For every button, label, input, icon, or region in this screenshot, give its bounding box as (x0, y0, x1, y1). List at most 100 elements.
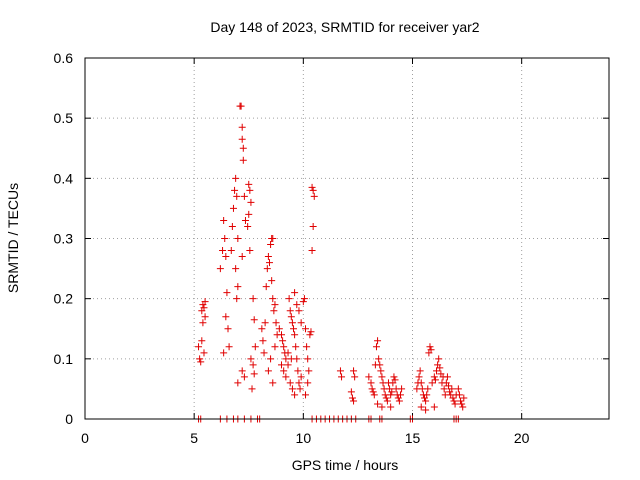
data-point (267, 241, 275, 249)
y-tick-label: 0 (65, 411, 73, 427)
data-point (295, 307, 303, 315)
data-point (372, 343, 380, 351)
data-point (234, 235, 242, 242)
data-point (271, 343, 279, 351)
data-point (219, 247, 227, 255)
data-point (251, 343, 259, 351)
data-point (288, 385, 296, 393)
data-point (338, 373, 346, 381)
data-point (244, 222, 252, 230)
data-point (455, 391, 463, 399)
data-point (417, 403, 425, 411)
data-point (428, 379, 436, 387)
data-point (302, 325, 310, 333)
data-point (221, 235, 229, 242)
data-point (238, 253, 246, 261)
data-point (271, 301, 279, 309)
data-point (231, 186, 239, 194)
data-point (222, 253, 230, 261)
data-point (388, 388, 396, 396)
data-point (270, 307, 278, 315)
data-point (427, 346, 435, 354)
x-tick-label: 5 (190, 430, 198, 446)
data-point (350, 397, 358, 405)
data-point (279, 337, 287, 345)
data-point (201, 313, 209, 321)
y-tick-label: 0.2 (54, 291, 74, 307)
data-point (382, 394, 390, 402)
data-point (424, 385, 432, 393)
data-point (278, 361, 285, 369)
data-point (305, 367, 313, 375)
data-point (240, 373, 248, 381)
data-point (234, 283, 242, 291)
data-point (224, 325, 232, 333)
data-point (286, 379, 294, 387)
data-point (200, 304, 208, 312)
data-point (387, 391, 395, 399)
data-point (200, 349, 208, 357)
data-point (241, 216, 249, 224)
y-tick-label: 0.1 (54, 351, 74, 367)
data-point (220, 216, 228, 224)
data-point (308, 183, 316, 191)
data-point (309, 222, 317, 230)
data-point (448, 385, 456, 393)
data-point (430, 403, 438, 411)
data-point (249, 295, 257, 303)
data-point (287, 355, 295, 363)
data-point (390, 373, 398, 381)
data-point (260, 349, 268, 357)
data-point (216, 265, 224, 273)
data-point (199, 319, 207, 327)
data-point (233, 192, 241, 200)
data-point (248, 385, 256, 393)
data-point (284, 361, 292, 369)
data-point (351, 373, 359, 381)
data-point (264, 367, 272, 375)
data-point (290, 325, 298, 333)
data-point (269, 295, 277, 303)
data-point (238, 135, 246, 143)
data-point (284, 349, 292, 357)
data-point (196, 355, 204, 363)
x-tick-label: 15 (405, 430, 421, 446)
data-point (377, 367, 385, 375)
data-point (280, 367, 288, 375)
data-point (297, 319, 305, 327)
data-point (417, 379, 425, 387)
data-point (368, 385, 376, 393)
data-point (261, 319, 269, 327)
data-point (398, 385, 406, 393)
data-point (220, 349, 228, 357)
data-point (308, 247, 316, 255)
data-point (451, 400, 459, 408)
data-point (228, 222, 236, 230)
data-point (294, 367, 302, 375)
data-point (336, 367, 344, 375)
data-point (376, 361, 384, 369)
data-point (237, 102, 245, 110)
data-point (263, 265, 271, 273)
data-point (259, 337, 267, 345)
data-point (280, 343, 288, 351)
data-point (307, 328, 315, 336)
data-point (272, 319, 280, 327)
data-point (265, 259, 273, 267)
data-point (431, 376, 439, 384)
x-axis-label: GPS time / hours (292, 457, 399, 473)
data-point (268, 277, 276, 285)
data-point (291, 331, 299, 339)
data-point (250, 316, 258, 324)
y-axis-label: SRMTID / TECUs (5, 183, 21, 293)
data-point (374, 400, 382, 408)
data-point (458, 400, 466, 408)
data-point (247, 198, 255, 206)
data-point (197, 358, 205, 366)
data-point (435, 355, 443, 363)
data-point (264, 253, 272, 261)
data-point (443, 373, 451, 381)
data-point (457, 397, 465, 405)
data-point (416, 367, 424, 375)
